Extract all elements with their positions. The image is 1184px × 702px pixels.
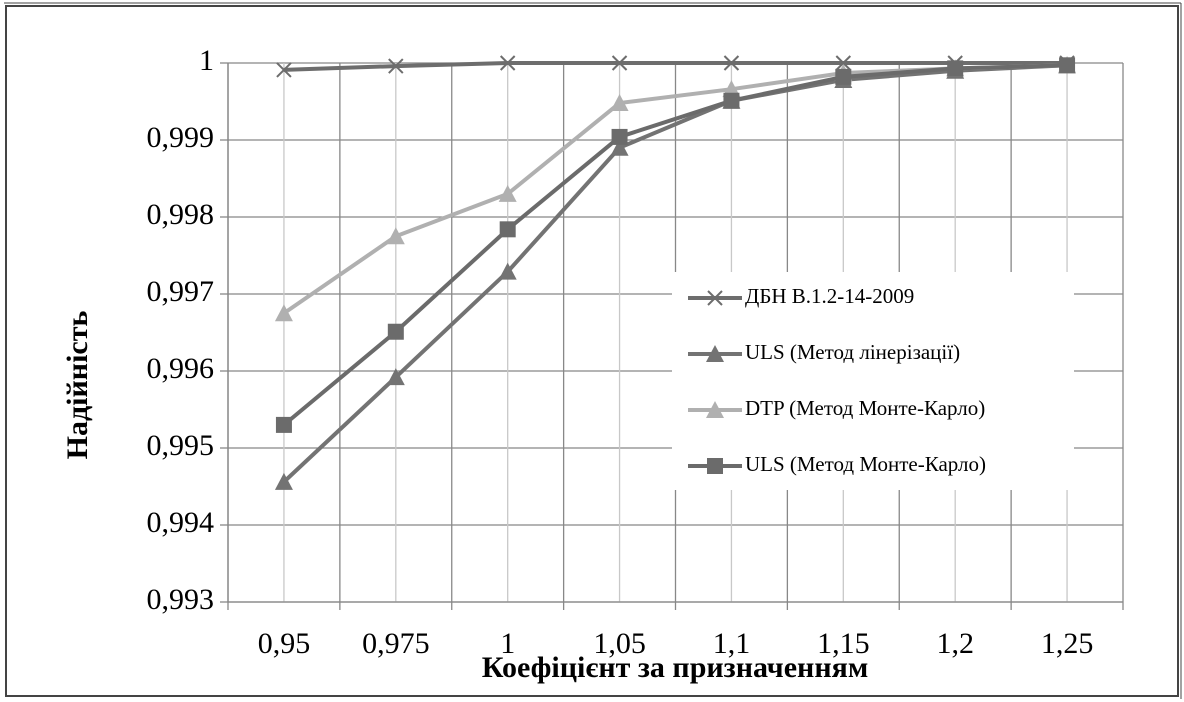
- x-axis-label: Коефіцієнт за призначенням: [482, 651, 869, 684]
- y-tick-label: 0,999: [147, 121, 215, 154]
- marker: [386, 368, 405, 386]
- x-tick-label: 1: [500, 627, 515, 660]
- legend-label: ULS (Метод лінерізації): [745, 340, 960, 364]
- series-line: [282, 63, 1068, 484]
- marker: [498, 184, 517, 202]
- x-tick-label: 0,975: [362, 627, 430, 660]
- y-tick-label: 0,997: [147, 275, 215, 308]
- marker: [387, 323, 404, 340]
- legend-label: ULS (Метод Монте-Карло): [745, 452, 986, 476]
- marker: [706, 401, 724, 418]
- x-tick-label: 1,1: [713, 627, 751, 660]
- marker: [499, 55, 516, 71]
- x-tick-label: 0,95: [258, 627, 311, 660]
- marker: [275, 416, 292, 433]
- marker: [706, 345, 724, 362]
- marker: [274, 472, 293, 490]
- y-tick-label: 0,994: [147, 506, 215, 539]
- marker: [498, 262, 517, 280]
- y-tick-label: 0,998: [147, 198, 215, 231]
- legend-label: DTP (Метод Монте-Карло): [745, 396, 985, 420]
- series-line: [283, 61, 1068, 72]
- y-tick-label: 0,996: [147, 352, 215, 385]
- x-tick-label: 1,25: [1041, 627, 1094, 660]
- marker: [835, 68, 852, 85]
- y-tick-label: 1: [199, 44, 214, 77]
- marker: [707, 458, 723, 474]
- marker: [274, 304, 293, 322]
- legend-label: ДБН В.1.2-14-2009: [745, 284, 914, 308]
- legend-box: [672, 272, 1074, 490]
- x-tick-label: 1,15: [817, 627, 870, 660]
- x-tick-label: 1,2: [936, 627, 974, 660]
- marker: [611, 128, 628, 145]
- x-tick-label: 1,05: [593, 627, 646, 660]
- marker: [386, 227, 405, 245]
- marker: [723, 55, 740, 71]
- marker: [499, 221, 516, 238]
- y-tick-label: 0,995: [147, 429, 215, 462]
- y-axis-label: Надійність: [61, 311, 94, 460]
- marker: [276, 62, 292, 78]
- marker: [1059, 57, 1076, 74]
- marker: [388, 58, 404, 74]
- marker: [947, 60, 964, 77]
- marker: [707, 290, 723, 306]
- y-tick-label: 0,993: [147, 583, 215, 616]
- marker: [610, 94, 629, 112]
- marker: [610, 138, 629, 156]
- series-line: [282, 63, 1068, 427]
- marker: [723, 92, 740, 109]
- marker: [835, 55, 852, 71]
- marker: [611, 55, 628, 71]
